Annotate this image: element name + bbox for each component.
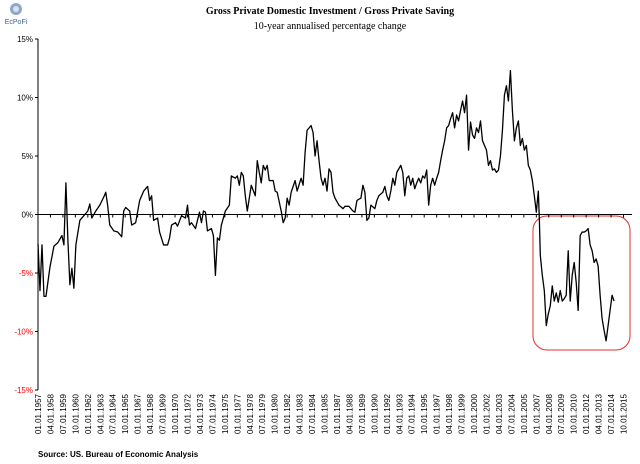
source: Source: US. Bureau of Economic Analysis <box>38 450 199 459</box>
data-line <box>37 69 615 342</box>
x-tick-label: 04.01.2003 <box>495 393 504 434</box>
x-tick-label: 07.01.1979 <box>258 393 267 434</box>
x-tick-label: 07.01.2014 <box>607 393 616 434</box>
x-tick-label: 01.01.2002 <box>482 393 491 434</box>
x-tick-label: 04.01.2008 <box>545 393 554 434</box>
y-tick-label: -5% <box>19 269 33 278</box>
x-tick-label: 10.01.1980 <box>271 393 280 434</box>
x-tick-label: 04.01.1988 <box>345 393 354 434</box>
x-tick-label: 07.01.1974 <box>208 393 217 434</box>
x-tick-label: 07.01.1959 <box>59 393 68 434</box>
y-tick-label: -10% <box>14 328 33 337</box>
logo-text: EcPoFi <box>5 19 28 26</box>
x-tick-label: 07.01.2009 <box>557 393 566 434</box>
x-tick-label: 01.01.2012 <box>582 393 591 434</box>
x-tick-label: 07.01.1994 <box>408 393 417 434</box>
x-tick-label: 01.01.1987 <box>333 393 342 434</box>
x-tick-label: 10.01.2005 <box>520 393 529 434</box>
chart-subtitle: 10-year annualised percentage change <box>254 21 407 32</box>
highlight-box <box>532 215 631 351</box>
x-tick-label: 10.01.1965 <box>121 393 130 434</box>
x-tick-label: 04.01.1978 <box>246 393 255 434</box>
logo: EcPoFi <box>5 3 28 26</box>
x-tick-label: 10.01.2010 <box>570 393 579 434</box>
x-tick-label: 01.01.1972 <box>183 393 192 434</box>
x-tick-label: 04.01.1983 <box>296 393 305 434</box>
x-tick-label: 01.01.1992 <box>383 393 392 434</box>
x-tick-label: 10.01.1990 <box>370 393 379 434</box>
x-tick-label: 07.01.1999 <box>458 393 467 434</box>
x-tick-label: 10.01.1960 <box>71 393 80 434</box>
x-tick-label: 01.01.1997 <box>433 393 442 434</box>
x-tick-label: 01.01.1977 <box>233 393 242 434</box>
x-tick-label: 04.01.1963 <box>96 393 105 434</box>
x-tick-label: 07.01.1964 <box>109 393 118 434</box>
x-tick-label: 04.01.1973 <box>196 393 205 434</box>
x-tick-label: 04.01.2013 <box>595 393 604 434</box>
x-tick-label: 10.01.1975 <box>221 393 230 434</box>
x-tick-label: 01.01.2007 <box>532 393 541 434</box>
x-tick-label: 10.01.1985 <box>321 393 330 434</box>
y-tick-label: 15% <box>17 35 33 44</box>
x-tick-label: 10.01.2015 <box>620 393 629 434</box>
y-tick-label: 5% <box>21 152 33 161</box>
x-tick-label: 01.01.1962 <box>84 393 93 434</box>
x-tick-label: 07.01.1989 <box>358 393 367 434</box>
x-tick-label: 04.01.1993 <box>395 393 404 434</box>
x-tick-label: 10.01.2000 <box>470 393 479 434</box>
x-tick-label: 07.01.1984 <box>308 393 317 434</box>
x-tick-label: 10.01.1970 <box>171 393 180 434</box>
x-tick-label: 01.01.1957 <box>34 393 43 434</box>
x-tick-label: 07.01.1969 <box>159 393 168 434</box>
y-tick-label: 10% <box>17 94 33 103</box>
x-tick-label: 01.01.1982 <box>283 393 292 434</box>
y-tick-label: -15% <box>14 386 33 395</box>
y-tick-label: 0% <box>21 211 33 220</box>
x-tick-label: 04.01.1998 <box>445 393 454 434</box>
logo-icon <box>13 6 19 12</box>
x-tick-label: 04.01.1958 <box>46 393 55 434</box>
x-tick-label: 01.01.1967 <box>134 393 143 434</box>
x-tick-label: 10.01.1995 <box>420 393 429 434</box>
x-tick-label: 04.01.1968 <box>146 393 155 434</box>
chart-title: Gross Private Domestic Investment / Gros… <box>206 6 454 17</box>
x-tick-label: 07.01.2004 <box>507 393 516 434</box>
